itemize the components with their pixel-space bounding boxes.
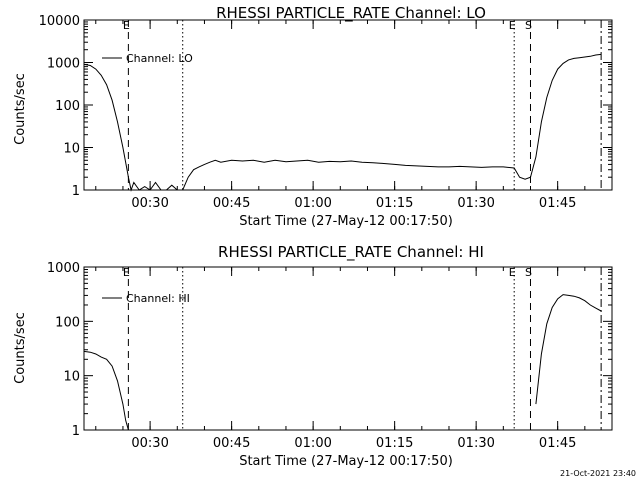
x-tick-label: 00:30	[131, 196, 168, 211]
event-marker-label: E	[123, 266, 130, 279]
series-line	[83, 294, 602, 431]
plot-frame	[83, 266, 613, 431]
panel-hi: RHESSI PARTICLE_RATE Channel: HI Start T…	[13, 243, 613, 469]
chart-title: RHESSI PARTICLE_RATE Channel: LO	[216, 4, 486, 23]
x-tick-label: 01:30	[457, 196, 494, 211]
x-tick-label: 00:45	[213, 196, 250, 211]
y-tick-label: 100	[55, 99, 80, 114]
x-tick-label: 01:45	[539, 196, 576, 211]
footer-timestamp: 21-Oct-2021 23:40	[560, 469, 636, 478]
panel-lo: RHESSI PARTICLE_RATE Channel: LO Start T…	[13, 4, 613, 229]
y-tick-label: 1000	[47, 261, 80, 276]
plot-frame	[83, 19, 613, 191]
legend-label: Channel: HI	[126, 292, 190, 305]
event-marker-label: S	[525, 19, 532, 32]
x-tick-label: 00:30	[131, 436, 168, 451]
event-marker-label: E	[509, 266, 516, 279]
x-tick-label: 01:15	[376, 196, 413, 211]
x-tick-label: 01:30	[457, 436, 494, 451]
y-tick-label: 10	[63, 142, 80, 157]
series-line	[83, 53, 602, 192]
x-axis-label: Start Time (27-May-12 00:17:50)	[239, 454, 453, 469]
x-tick-label: 01:15	[376, 436, 413, 451]
y-tick-label: 10	[63, 370, 80, 385]
chart-title: RHESSI PARTICLE_RATE Channel: HI	[218, 243, 484, 262]
x-tick-label: 01:00	[294, 196, 331, 211]
y-axis-label: Counts/sec	[13, 312, 28, 384]
event-marker-label: S	[525, 266, 532, 279]
x-tick-label: 01:45	[539, 436, 576, 451]
y-tick-label: 10000	[39, 14, 80, 29]
y-tick-label: 1	[72, 424, 80, 439]
x-tick-label: 00:45	[213, 436, 250, 451]
legend-label: Channel: LO	[126, 52, 193, 65]
x-tick-label: 01:00	[294, 436, 331, 451]
y-tick-label: 1	[72, 184, 80, 199]
event-marker-label: E	[123, 19, 130, 32]
y-tick-label: 1000	[47, 57, 80, 72]
event-marker-label: E	[509, 19, 516, 32]
y-tick-label: 100	[55, 315, 80, 330]
y-axis-label: Counts/sec	[13, 73, 28, 145]
x-axis-label: Start Time (27-May-12 00:17:50)	[239, 214, 453, 229]
